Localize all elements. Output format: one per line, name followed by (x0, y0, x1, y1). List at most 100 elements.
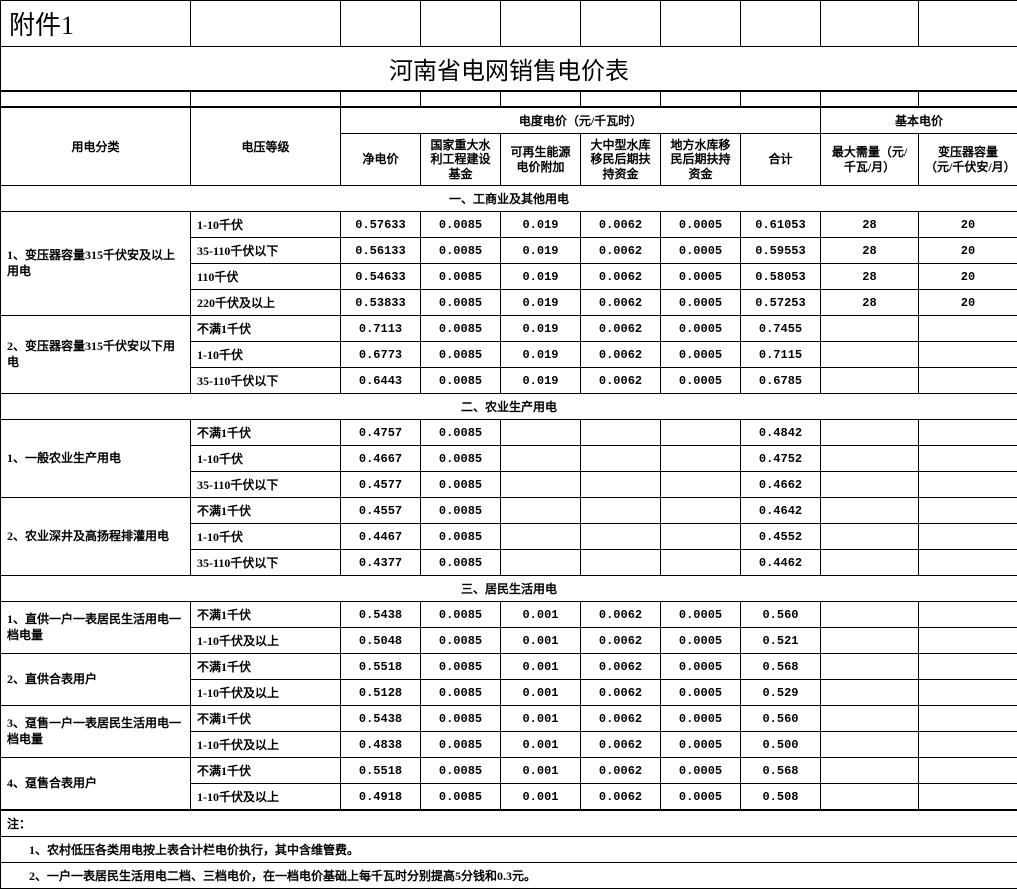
fund4-cell: 0.0005 (661, 238, 741, 264)
section-header-row: 一、工商业及其他用电 (1, 186, 1017, 212)
section-title: 二、农业生产用电 (1, 394, 1017, 420)
fund3-cell (581, 472, 661, 498)
fund2-cell: 0.019 (501, 316, 581, 342)
fund3-cell: 0.0062 (581, 238, 661, 264)
total-cell: 0.568 (741, 758, 821, 784)
data-row: 1、变压器容量315千伏安及以上用电1-10千伏0.576330.00850.0… (1, 212, 1017, 238)
total-cell: 0.4642 (741, 498, 821, 524)
fund1-cell: 0.0085 (421, 706, 501, 732)
max-demand-cell (821, 602, 919, 628)
hdr-renewable: 可再生能源电价附加 (501, 134, 581, 186)
voltage-cell: 1-10千伏 (191, 212, 341, 238)
fund4-cell: 0.0005 (661, 264, 741, 290)
fund3-cell (581, 446, 661, 472)
hdr-max-demand: 最大需量（元/千瓦/月） (821, 134, 919, 186)
max-demand-cell (821, 316, 919, 342)
fund1-cell: 0.0085 (421, 342, 501, 368)
net-cell: 0.4667 (341, 446, 421, 472)
fund2-cell: 0.001 (501, 784, 581, 811)
net-cell: 0.4838 (341, 732, 421, 758)
total-cell: 0.59553 (741, 238, 821, 264)
fund1-cell: 0.0085 (421, 446, 501, 472)
net-cell: 0.4757 (341, 420, 421, 446)
section-header-row: 三、居民生活用电 (1, 576, 1017, 602)
hdr-basic-price: 基本电价 (821, 107, 1017, 134)
note-row: 1、农村低压各类用电按上表合计栏电价执行，其中含维管费。 (1, 837, 1017, 863)
fund2-cell (501, 446, 581, 472)
fund2-cell: 0.001 (501, 628, 581, 654)
voltage-cell: 不满1千伏 (191, 654, 341, 680)
fund1-cell: 0.0085 (421, 290, 501, 316)
fund1-cell: 0.0085 (421, 472, 501, 498)
transformer-cap-cell (919, 732, 1017, 758)
max-demand-cell (821, 472, 919, 498)
fund1-cell: 0.0085 (421, 212, 501, 238)
fund3-cell (581, 550, 661, 576)
total-cell: 0.560 (741, 706, 821, 732)
max-demand-cell (821, 732, 919, 758)
net-cell: 0.54633 (341, 264, 421, 290)
transformer-cap-cell (919, 472, 1017, 498)
fund4-cell: 0.0005 (661, 654, 741, 680)
fund1-cell: 0.0085 (421, 654, 501, 680)
fund4-cell: 0.0005 (661, 758, 741, 784)
max-demand-cell (821, 498, 919, 524)
fund2-cell: 0.019 (501, 212, 581, 238)
max-demand-cell: 28 (821, 290, 919, 316)
transformer-cap-cell: 20 (919, 212, 1017, 238)
fund2-cell (501, 472, 581, 498)
voltage-cell: 1-10千伏及以上 (191, 628, 341, 654)
fund4-cell (661, 498, 741, 524)
fund3-cell: 0.0062 (581, 212, 661, 238)
fund3-cell: 0.0062 (581, 654, 661, 680)
category-cell: 4、趸售合表用户 (1, 758, 191, 811)
total-cell: 0.58053 (741, 264, 821, 290)
fund3-cell: 0.0062 (581, 680, 661, 706)
max-demand-cell (821, 446, 919, 472)
blank-row (1, 91, 1017, 107)
net-cell: 0.4918 (341, 784, 421, 811)
voltage-cell: 35-110千伏以下 (191, 238, 341, 264)
fund1-cell: 0.0085 (421, 758, 501, 784)
category-cell: 1、变压器容量315千伏安及以上用电 (1, 212, 191, 316)
hdr-energy-price: 电度电价（元/千瓦时） (341, 107, 821, 134)
hdr-water-fund: 国家重大水利工程建设基金 (421, 134, 501, 186)
voltage-cell: 35-110千伏以下 (191, 550, 341, 576)
voltage-cell: 不满1千伏 (191, 316, 341, 342)
total-cell: 0.6785 (741, 368, 821, 394)
category-cell: 3、趸售一户一表居民生活用电一档电量 (1, 706, 191, 758)
data-row: 2、农业深井及高扬程排灌用电不满1千伏0.45570.00850.4642 (1, 498, 1017, 524)
fund3-cell: 0.0062 (581, 784, 661, 811)
note-2: 2、一户一表居民生活用电二档、三档电价，在一档电价基础上每千瓦时分别提高5分钱和… (1, 863, 1017, 889)
max-demand-cell (821, 758, 919, 784)
fund1-cell: 0.0085 (421, 680, 501, 706)
voltage-cell: 110千伏 (191, 264, 341, 290)
hdr-total: 合计 (741, 134, 821, 186)
data-row: 2、直供合表用户不满1千伏0.55180.00850.0010.00620.00… (1, 654, 1017, 680)
hdr-net: 净电价 (341, 134, 421, 186)
net-cell: 0.7113 (341, 316, 421, 342)
fund2-cell: 0.019 (501, 238, 581, 264)
title-row: 河南省电网销售电价表 (1, 47, 1017, 92)
total-cell: 0.57253 (741, 290, 821, 316)
fund3-cell: 0.0062 (581, 264, 661, 290)
hdr-voltage: 电压等级 (191, 107, 341, 186)
fund4-cell (661, 446, 741, 472)
transformer-cap-cell (919, 446, 1017, 472)
data-row: 1、直供一户一表居民生活用电一档电量不满1千伏0.54380.00850.001… (1, 602, 1017, 628)
total-cell: 0.4752 (741, 446, 821, 472)
total-cell: 0.560 (741, 602, 821, 628)
transformer-cap-cell (919, 628, 1017, 654)
net-cell: 0.4377 (341, 550, 421, 576)
fund1-cell: 0.0085 (421, 420, 501, 446)
fund2-cell (501, 498, 581, 524)
data-row: 4、趸售合表用户不满1千伏0.55180.00850.0010.00620.00… (1, 758, 1017, 784)
transformer-cap-cell (919, 680, 1017, 706)
net-cell: 0.53833 (341, 290, 421, 316)
net-cell: 0.57633 (341, 212, 421, 238)
voltage-cell: 1-10千伏 (191, 524, 341, 550)
data-row: 1、一般农业生产用电不满1千伏0.47570.00850.4842 (1, 420, 1017, 446)
transformer-cap-cell (919, 524, 1017, 550)
max-demand-cell (821, 680, 919, 706)
fund4-cell: 0.0005 (661, 316, 741, 342)
